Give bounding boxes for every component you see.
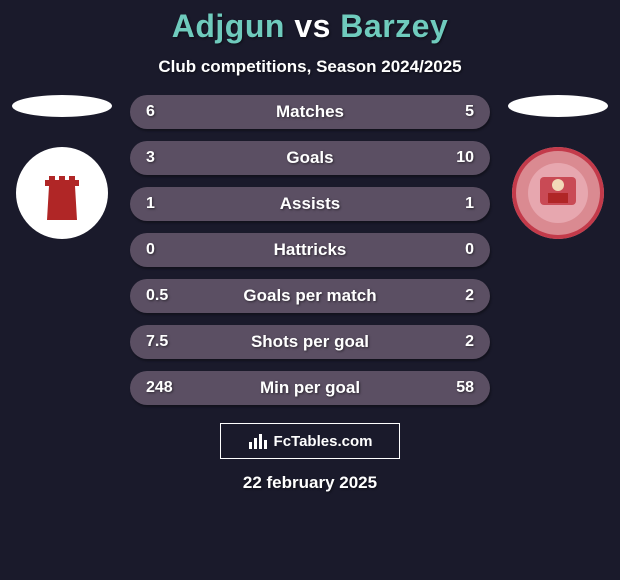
club-badge-right <box>512 147 604 239</box>
left-side <box>12 95 112 239</box>
stat-value-right: 58 <box>434 379 474 397</box>
tower-crest-icon <box>27 158 97 228</box>
subtitle: Club competitions, Season 2024/2025 <box>0 57 620 77</box>
bars-icon <box>248 432 268 450</box>
stat-value-left: 0 <box>146 241 186 259</box>
stats-column: 6Matches53Goals101Assists10Hattricks00.5… <box>130 95 490 405</box>
stat-value-right: 2 <box>434 287 474 305</box>
stat-label: Min per goal <box>260 378 360 398</box>
player1-name: Adjgun <box>172 8 285 44</box>
watermark-text: FcTables.com <box>274 433 373 450</box>
stat-label: Hattricks <box>274 240 347 260</box>
infographic-container: Adjgun vs Barzey Club competitions, Seas… <box>0 0 620 580</box>
comparison-title: Adjgun vs Barzey <box>0 8 620 45</box>
stat-value-left: 248 <box>146 379 186 397</box>
stat-value-left: 6 <box>146 103 186 121</box>
stat-value-left: 0.5 <box>146 287 186 305</box>
vs-text: vs <box>294 8 331 44</box>
stat-row: 0 Hattricks 0 <box>130 233 490 267</box>
flag-left <box>12 95 112 117</box>
stat-value-left: 3 <box>146 149 186 167</box>
stat-label: Matches <box>276 102 344 122</box>
stat-label: Goals per match <box>243 286 376 306</box>
date: 22 february 2025 <box>0 473 620 493</box>
stat-value-left: 1 <box>146 195 186 213</box>
stat-value-right: 2 <box>434 333 474 351</box>
stat-row: 1 Assists 1 <box>130 187 490 221</box>
stat-value-left: 7.5 <box>146 333 186 351</box>
stat-value-right: 10 <box>434 149 474 167</box>
right-side <box>508 95 608 239</box>
round-crest-icon <box>512 147 604 239</box>
stat-label: Goals <box>286 148 333 168</box>
watermark: FcTables.com <box>220 423 400 459</box>
stat-value-right: 1 <box>434 195 474 213</box>
stat-row: 6 Matches 5 <box>130 95 490 129</box>
flag-right <box>508 95 608 117</box>
stat-label: Assists <box>280 194 340 214</box>
stat-row: 248 Min per goal 58 <box>130 371 490 405</box>
stat-row: 7.5 Shots per goal 2 <box>130 325 490 359</box>
stat-value-right: 5 <box>434 103 474 121</box>
player2-name: Barzey <box>340 8 448 44</box>
club-badge-left <box>16 147 108 239</box>
stat-value-right: 0 <box>434 241 474 259</box>
stat-row: 3 Goals 10 <box>130 141 490 175</box>
main-content: 6Matches53Goals101Assists10Hattricks00.5… <box>0 95 620 405</box>
stat-label: Shots per goal <box>251 332 369 352</box>
stat-row: 0.5 Goals per match 2 <box>130 279 490 313</box>
